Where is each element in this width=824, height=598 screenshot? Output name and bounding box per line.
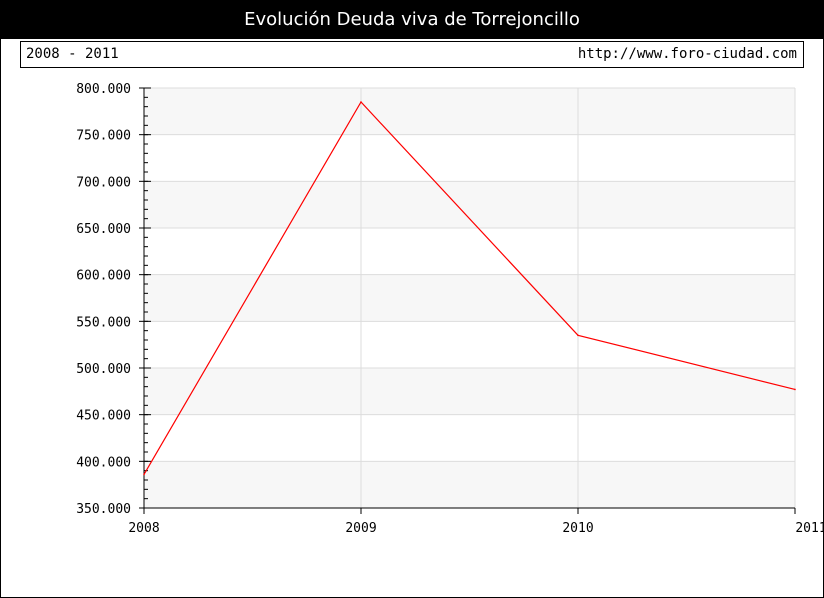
grid-band (144, 228, 795, 275)
source-link[interactable]: http://www.foro-ciudad.com (577, 46, 797, 62)
x-tick-label: 2009 (345, 521, 376, 536)
period-label: 2008 - 2011 (26, 46, 119, 62)
y-tick-label: 400.000 (76, 455, 131, 470)
y-tick-label: 550.000 (76, 315, 131, 330)
grid-band (144, 274, 795, 322)
data-point (794, 388, 796, 391)
chart-title: Evolución Deuda viva de Torrejoncillo (1, 1, 823, 39)
grid-band (144, 181, 795, 228)
y-tick-label: 600.000 (76, 269, 131, 284)
grid-band (144, 461, 795, 508)
x-tick-label: 2008 (128, 521, 159, 536)
grid-band (144, 414, 795, 462)
x-tick-label: 2010 (562, 521, 593, 536)
grid-band (144, 134, 795, 182)
y-tick-label: 800.000 (76, 82, 131, 97)
data-point (143, 473, 145, 476)
y-tick-label: 350.000 (76, 502, 131, 517)
data-point (577, 334, 579, 337)
data-point (360, 101, 362, 103)
grid-band (144, 368, 795, 415)
chart-subtitle-bar: 2008 - 2011 http://www.foro-ciudad.com (20, 41, 804, 68)
grid-band (144, 321, 795, 368)
y-tick-label: 650.000 (76, 222, 131, 237)
y-tick-label: 450.000 (76, 409, 131, 424)
y-tick-label: 750.000 (76, 129, 131, 144)
y-tick-label: 700.000 (76, 175, 131, 190)
series-line (143, 100, 796, 475)
x-tick-label: 2011 (795, 521, 824, 536)
grid-band (144, 88, 795, 135)
y-tick-label: 500.000 (76, 362, 131, 377)
